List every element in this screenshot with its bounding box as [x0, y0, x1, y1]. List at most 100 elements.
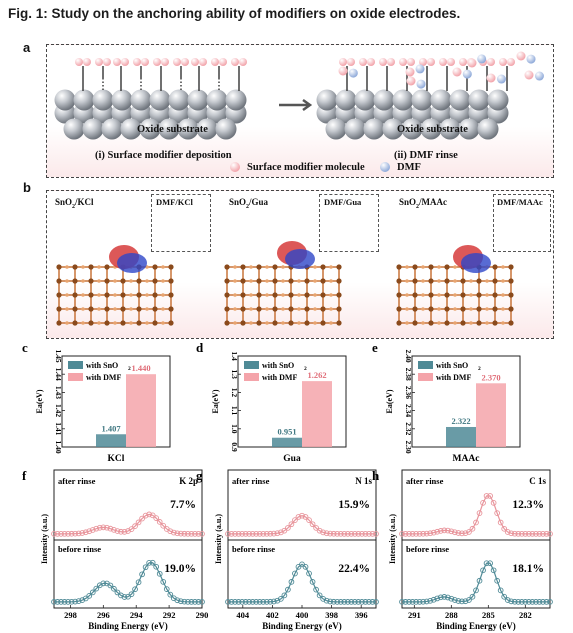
before-rinse-data-point [334, 599, 341, 605]
o-atom [437, 321, 441, 325]
dmf-molecule [348, 68, 358, 78]
after-rinse-data-point [188, 530, 195, 537]
bar-value-label: 1.262 [307, 370, 326, 380]
bar-with-sno2 [272, 437, 302, 447]
y-tick-label: 2.30 [404, 440, 413, 453]
sn-atom [136, 292, 142, 298]
before-rinse-data-point [455, 598, 462, 604]
right-substrate-label: Oxide substrate [397, 124, 468, 135]
y-tick-label: 1.40 [54, 440, 63, 453]
before-rinse-data-point [142, 564, 149, 571]
bar-value-label: 1.440 [131, 363, 150, 373]
before-rinse-data-point [497, 587, 504, 594]
y-tick-label: 1.0 [230, 424, 239, 434]
after-rinse-data-point [420, 530, 426, 537]
x-tick-label: 291 [408, 610, 421, 620]
before-rinse-data-point [256, 599, 263, 605]
o-atom [113, 279, 117, 283]
before-rinse-data-point [86, 592, 93, 599]
o-atom [501, 321, 505, 325]
sn-atom [72, 320, 78, 326]
sn-atom [272, 320, 278, 326]
after-rinse-data-point [487, 493, 493, 499]
after-rinse-data-point [156, 519, 163, 525]
o-atom [161, 307, 165, 311]
after-rinse-data-point [149, 512, 156, 519]
before-rinse-data-point [526, 599, 532, 605]
o-atom [265, 321, 269, 325]
sn-atom [336, 320, 342, 326]
bar-charts: c1.401.411.421.431.441.45Ea(eV)1.4071.44… [22, 340, 521, 464]
after-rinse-data-point [256, 530, 263, 537]
after-rinse-data-point [536, 530, 543, 537]
sn-atom [396, 278, 402, 284]
left-substrate-label: Oxide substrate [137, 124, 208, 135]
after-rinse-data-point [334, 530, 341, 537]
bar-with-dmf [476, 383, 506, 447]
before-rinse-data-point [75, 598, 82, 604]
y-tick-label: 2.34 [404, 404, 413, 417]
before-rinse-data-point [508, 598, 515, 605]
sn-atom [412, 292, 418, 298]
o-atom [233, 293, 237, 297]
after-rinse-label: after rinse [406, 476, 444, 486]
modifier-head [75, 58, 83, 66]
before-rinse-data-point [188, 599, 195, 605]
sn-atom [72, 264, 78, 270]
o-atom [405, 321, 409, 325]
before-rinse-data-point [181, 598, 188, 605]
substrate-atom [458, 118, 480, 140]
o-atom [281, 321, 285, 325]
after-rinse-data-point [427, 530, 434, 537]
after-rinse-data-point [270, 530, 277, 537]
before-rinse-data-point [540, 599, 546, 605]
sn-atom [412, 264, 418, 270]
sn-atom [88, 264, 94, 270]
o-atom [249, 293, 253, 297]
before-rinse-label: before rinse [232, 544, 275, 554]
o-atom [265, 265, 269, 269]
before-rinse-data-point [149, 559, 156, 566]
o-atom [233, 307, 237, 311]
sn-atom [396, 306, 402, 312]
before-rinse-data-point [174, 597, 181, 604]
after-rinse-data-point [533, 530, 539, 537]
legend-label-sno2: with SnO [436, 361, 468, 370]
after-rinse-data-point [316, 527, 323, 534]
structure-title-kcl: SnO2/KCl [55, 197, 94, 210]
legend-modifier-marker [230, 162, 240, 172]
substrate-atom [430, 89, 452, 111]
o-atom [161, 279, 165, 283]
sn-atom [240, 278, 246, 284]
o-atom [161, 321, 165, 325]
bar-with-dmf [126, 374, 156, 447]
after-rinse-data-point [366, 530, 372, 537]
after-rinse-data-point [288, 521, 295, 528]
after-rinse-data-point [444, 527, 451, 534]
o-atom [265, 307, 269, 311]
modifier-head [191, 58, 199, 66]
sn-atom [320, 306, 326, 312]
before-rinse-data-point [93, 585, 100, 592]
after-rinse-data-point [58, 530, 64, 537]
y-axis-label: Ea(eV) [385, 389, 394, 413]
legend-swatch-dmf [244, 373, 259, 381]
panel-label-f: f [22, 468, 27, 483]
before-rinse-data-point [355, 599, 362, 605]
modifier-head [487, 58, 495, 66]
after-rinse-data-point [299, 512, 305, 519]
dmf-molecule [534, 71, 544, 81]
after-rinse-data-point [278, 529, 284, 536]
o-atom [313, 265, 317, 269]
o-atom [297, 307, 301, 311]
after-rinse-data-point [111, 527, 117, 533]
sn-atom [224, 264, 230, 270]
sn-atom [240, 320, 246, 326]
sn-atom [460, 278, 466, 284]
substrate-atom [373, 89, 395, 111]
before-rinse-data-point [253, 599, 260, 605]
legend-dmf-label: DMF [397, 162, 421, 173]
sn-atom [168, 264, 174, 270]
after-rinse-data-point [526, 530, 532, 537]
after-rinse-data-point [373, 530, 379, 537]
